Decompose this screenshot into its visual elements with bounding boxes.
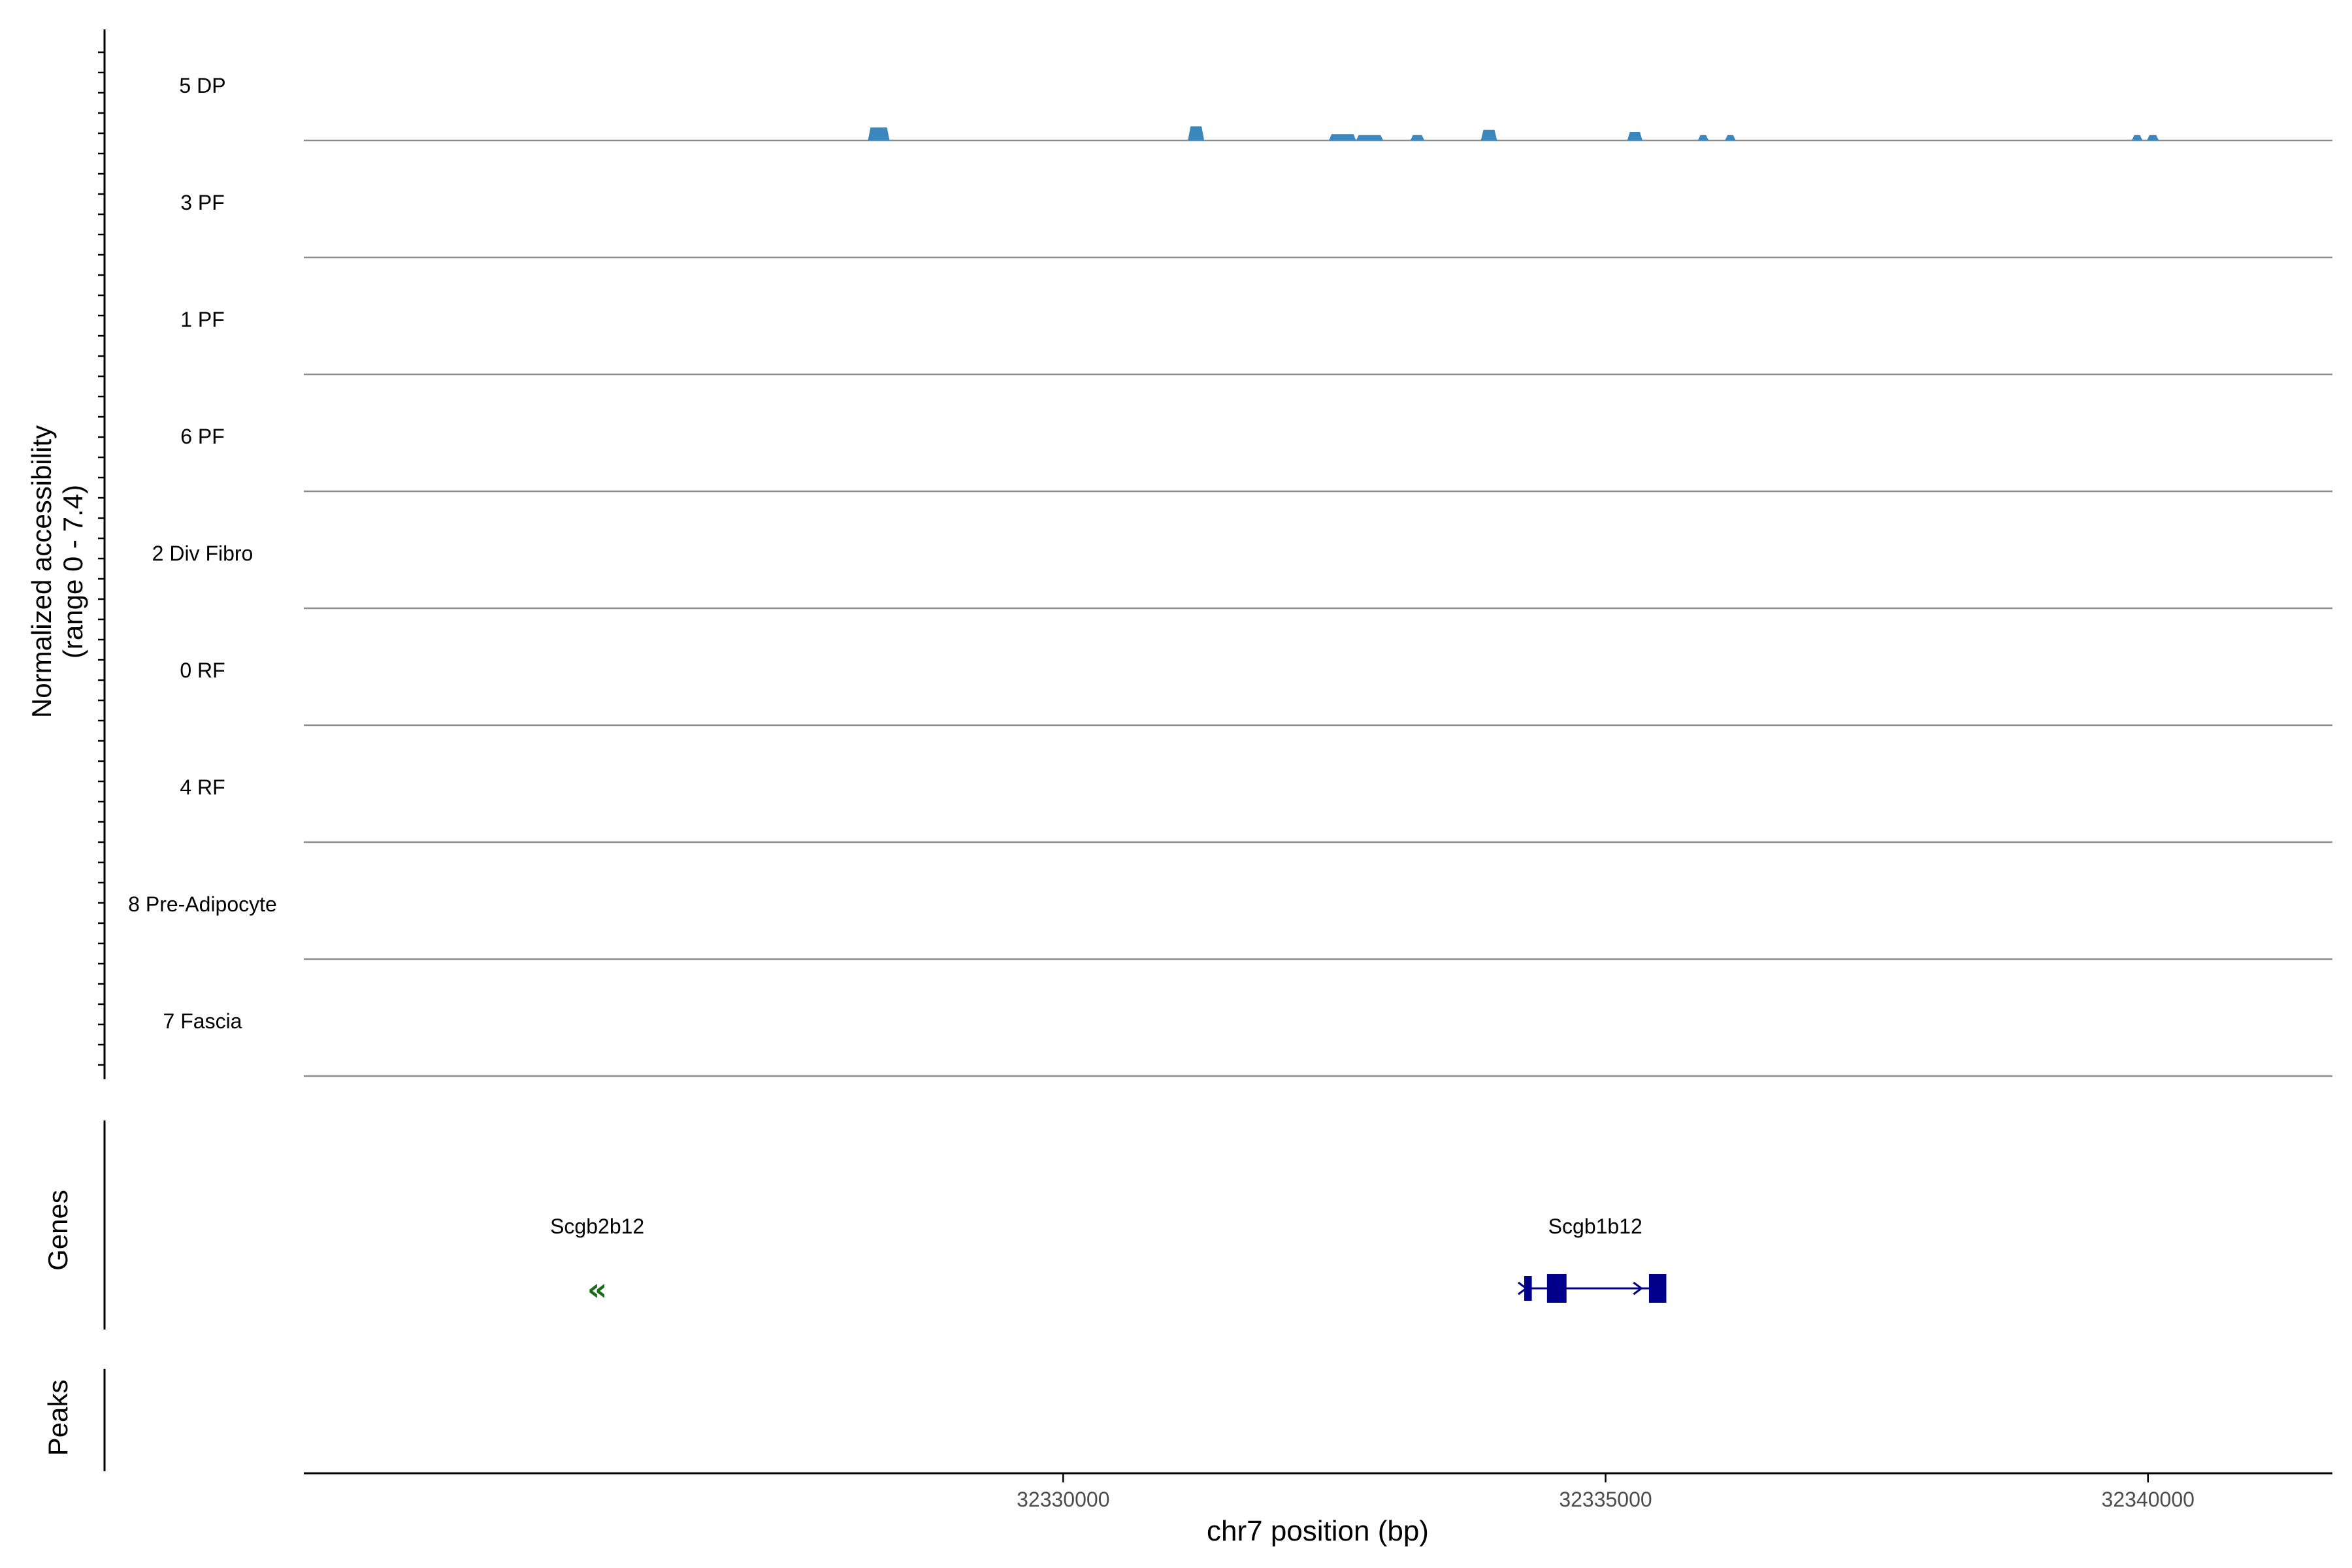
track-label: 6 PF <box>180 425 225 448</box>
coverage-peak <box>2147 135 2159 140</box>
coverage-peak <box>868 127 890 140</box>
track-label: 4 RF <box>180 776 225 799</box>
gene-scgb1b12: Scgb1b12 <box>1518 1215 1667 1303</box>
coverage-peak <box>1188 126 1205 140</box>
coverage-peak <box>1410 135 1425 140</box>
track-label: 1 PF <box>180 308 225 331</box>
gene-label: Scgb2b12 <box>550 1215 644 1238</box>
track-label: 7 Fascia <box>163 1009 242 1033</box>
track-label: 8 Pre-Adipocyte <box>128 892 277 916</box>
gene-scgb2b12: Scgb2b12 « <box>550 1215 644 1308</box>
track-4-rf: 4 RF <box>180 776 2332 843</box>
x-tick-label: 32330000 <box>1017 1488 1109 1511</box>
gene-exon <box>1524 1276 1532 1301</box>
track-label: 3 PF <box>180 191 225 214</box>
y-axis-title-line2: (range 0 - 7.4) <box>57 485 88 659</box>
gene-track: Scgb2b12 « Scgb1b12 <box>550 1215 1667 1308</box>
peaks-side-label: Peaks <box>42 1380 73 1456</box>
track-1-pf: 1 PF <box>180 308 2332 376</box>
genes-side-label: Genes <box>42 1190 73 1271</box>
coverage-peak <box>1627 132 1642 140</box>
x-tick-label: 32335000 <box>1559 1488 1652 1511</box>
track-6-pf: 6 PF <box>180 425 2332 493</box>
x-tick-label: 32340000 <box>2102 1488 2195 1511</box>
track-2-div-fibro: 2 Div Fibro <box>152 542 2332 610</box>
coverage-peak <box>1356 135 1384 140</box>
track-label: 5 DP <box>179 74 225 97</box>
x-axis-title: chr7 position (bp) <box>1207 1515 1429 1547</box>
track-label: 0 RF <box>180 659 225 682</box>
coverage-tracks: 5 DP 3 PF 1 PF 6 PF 2 Div Fibro 0 RF 4 RF 8 Pre… <box>128 74 2332 1077</box>
axes: 32330000 32335000 32340000 <box>98 29 2332 1511</box>
coverage-peak <box>1329 134 1356 140</box>
coverage-peak <box>2131 135 2143 140</box>
coverage-peak <box>1480 129 1497 140</box>
gene-label: Scgb1b12 <box>1548 1215 1642 1238</box>
coverage-peak <box>1697 135 1709 140</box>
gene-exon <box>1546 1274 1567 1303</box>
track-7-fascia: 7 Fascia <box>163 1009 2332 1077</box>
gene-strand-chevron-icon <box>1633 1281 1643 1296</box>
y-axis-title-line1: Normalized accessibility <box>26 425 57 718</box>
gene-exon <box>1648 1274 1667 1303</box>
track-label: 2 Div Fibro <box>152 542 253 565</box>
gene-strand-chevron-icon <box>1518 1281 1528 1296</box>
track-0-rf: 0 RF <box>180 659 2332 727</box>
gene-strand-arrow-icon: « <box>587 1271 608 1308</box>
track-5-dp: 5 DP <box>179 74 2332 142</box>
track-8-pre-adipocyte: 8 Pre-Adipocyte <box>128 892 2332 960</box>
track-3-pf: 3 PF <box>180 191 2332 259</box>
coverage-peak <box>1725 135 1736 140</box>
